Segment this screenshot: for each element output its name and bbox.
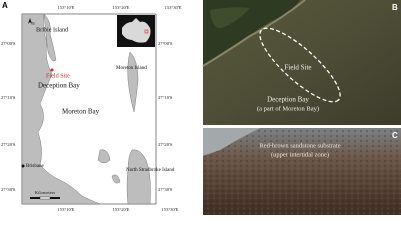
latitude-label: 27°00'S: [1, 41, 16, 46]
place-label: Brisbane: [26, 164, 45, 169]
brisbane-marker: [21, 164, 25, 168]
bay-label: Deception Bay: [267, 96, 309, 104]
north-label: N: [31, 21, 35, 26]
figure: A N 153°10'E 153°20'E 153°30'E 153°10'E …: [1, 0, 401, 215]
place-label: North Stradbroke Island: [126, 168, 175, 173]
longitude-label: 153°10'E: [58, 5, 75, 10]
place-label: Field Site: [46, 72, 70, 79]
shoreline: [202, 0, 306, 67]
latitude-label: 27°20'S: [1, 142, 16, 147]
latitude-label: 27°30'S: [158, 187, 173, 192]
longitude-label: 153°20'E: [113, 207, 130, 212]
latitude-label: 27°10'S: [158, 95, 173, 100]
scale-label: Kilometers: [35, 190, 56, 195]
field-site-label: Field Site: [284, 64, 311, 72]
field-site-marker: [50, 68, 54, 72]
inset-locator: [144, 29, 149, 34]
trees: [210, 7, 250, 29]
bribie-island: [43, 13, 57, 62]
longitude-label: 153°30'E: [162, 207, 179, 212]
latitude-label: 27°00'S: [158, 41, 173, 46]
place-label: Moreton Island: [116, 66, 147, 71]
field-site-outline: [259, 27, 341, 103]
map-panel: A N 153°10'E 153°20'E 153°30'E 153°10'E …: [1, 1, 182, 212]
rock-texture: [203, 128, 401, 215]
moreton-island: [127, 51, 139, 113]
panel-label: B: [392, 3, 398, 12]
australia-inset: [122, 18, 151, 43]
mainland: [21, 13, 101, 205]
latitude-label: 27°30'S: [1, 187, 16, 192]
panel-label: A: [2, 1, 8, 10]
place-label: Deception Bay: [38, 82, 80, 90]
latitude-label: 27°20'S: [158, 142, 173, 147]
sky: [203, 128, 260, 156]
longitude-label: 153°30'E: [165, 5, 182, 10]
scale-bar: [30, 196, 60, 200]
bay-note: (a part of Moreton Bay): [257, 105, 319, 112]
aerial-photo-panel: B Field Site Deception Bay (a part of Mo…: [202, 0, 401, 125]
latitude-label: 27°10'S: [1, 95, 16, 100]
place-label: Bribie Island: [36, 26, 69, 33]
longitude-label: 153°10'E: [58, 207, 75, 212]
substrate-label: Red-brown sandstone substrate: [259, 142, 340, 149]
north-arrow: [28, 18, 32, 24]
stradbroke-island: [126, 149, 151, 205]
bay-islands: [97, 149, 121, 184]
longitude-label: 153°20'E: [113, 5, 130, 10]
place-label: Moreton Bay: [62, 108, 100, 116]
substrate-note: (upper intertidal zone): [271, 151, 329, 158]
panel-label: C: [392, 131, 398, 140]
substrate-photo-panel: C Red-brown sandstone substrate (upper i…: [203, 128, 401, 215]
